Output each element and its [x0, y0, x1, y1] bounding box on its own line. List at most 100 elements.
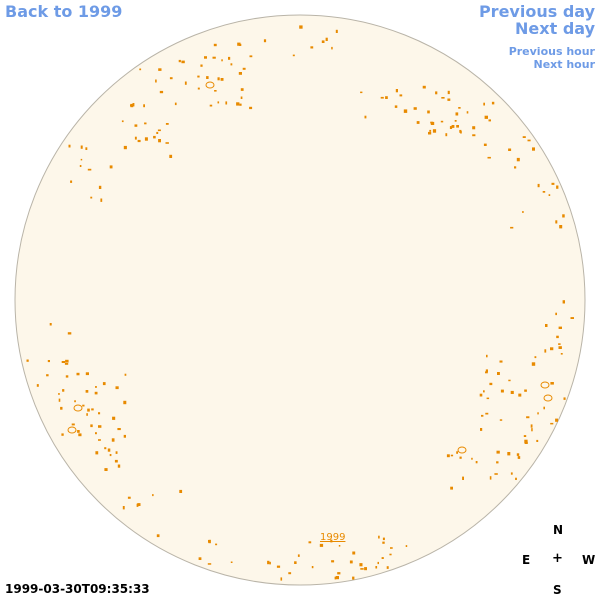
- feature-mark: [137, 139, 141, 143]
- feature-mark: [240, 96, 243, 99]
- feature-mark: [214, 90, 217, 92]
- feature-loop: [457, 446, 467, 454]
- feature-mark: [117, 428, 121, 431]
- feature-mark: [429, 129, 432, 132]
- feature-mark: [60, 406, 63, 410]
- feature-mark: [544, 349, 547, 353]
- feature-mark: [230, 561, 233, 563]
- feature-mark: [297, 554, 300, 557]
- feature-mark: [550, 382, 554, 385]
- feature-mark: [95, 432, 97, 435]
- feature-mark: [524, 389, 527, 392]
- feature-mark: [117, 464, 121, 468]
- feature-mark: [530, 424, 533, 428]
- feature-mark: [123, 145, 127, 150]
- feature-mark: [217, 77, 220, 81]
- feature-mark: [115, 451, 118, 454]
- feature-mark: [558, 346, 562, 349]
- feature-mark: [531, 428, 533, 432]
- feature-mark: [499, 360, 503, 363]
- feature-mark: [563, 397, 566, 400]
- feature-mark: [532, 147, 535, 151]
- feature-mark: [527, 139, 531, 142]
- feature-mark: [382, 537, 385, 541]
- feature-loop: [543, 394, 553, 402]
- feature-mark: [236, 102, 240, 106]
- feature-mark: [104, 468, 108, 471]
- feature-mark: [121, 120, 124, 123]
- feature-mark: [508, 148, 512, 151]
- feature-mark: [280, 577, 283, 581]
- feature-mark: [152, 494, 154, 497]
- feature-mark: [215, 543, 218, 546]
- feature-mark: [537, 183, 540, 188]
- previous-hour-link[interactable]: Previous hour: [508, 45, 595, 58]
- feature-mark: [459, 456, 462, 459]
- feature-loop: [73, 404, 83, 412]
- feature-mark: [458, 107, 461, 109]
- feature-mark: [197, 87, 200, 90]
- feature-loop: [540, 381, 550, 389]
- feature-mark: [80, 145, 83, 149]
- feature-mark: [104, 447, 107, 450]
- feature-mark: [107, 448, 111, 452]
- feature-mark: [555, 220, 558, 224]
- feature-mark: [560, 353, 563, 355]
- feature-mark: [123, 400, 127, 405]
- feature-mark: [87, 168, 92, 171]
- feature-mark: [510, 226, 514, 229]
- previous-day-link[interactable]: Previous day: [478, 2, 595, 21]
- feature-mark: [556, 335, 559, 339]
- feature-mark: [156, 131, 159, 134]
- feature-mark: [445, 133, 448, 137]
- feature-mark: [228, 56, 231, 60]
- feature-mark: [65, 375, 69, 378]
- feature-mark: [220, 78, 224, 81]
- feature-mark: [455, 112, 459, 116]
- back-to-year-link[interactable]: Back to 1999: [5, 2, 123, 21]
- feature-mark: [481, 414, 484, 417]
- feature-mark: [65, 359, 69, 363]
- feature-mark: [510, 472, 513, 475]
- feature-mark: [518, 393, 522, 397]
- feature-mark: [299, 25, 303, 29]
- feature-mark: [90, 424, 93, 428]
- feature-mark: [550, 422, 554, 425]
- next-day-link[interactable]: Next day: [515, 19, 595, 38]
- feature-mark: [249, 55, 253, 58]
- feature-mark: [517, 456, 521, 459]
- feature-mark: [111, 438, 115, 442]
- feature-mark: [430, 121, 435, 125]
- year-link[interactable]: 1999: [320, 532, 346, 543]
- feature-mark: [319, 543, 324, 547]
- feature-mark: [213, 43, 217, 47]
- feature-mark: [169, 77, 173, 80]
- feature-mark: [124, 373, 127, 376]
- feature-mark: [78, 433, 82, 437]
- feature-mark: [237, 42, 241, 46]
- feature-mark: [435, 91, 438, 95]
- feature-mark: [155, 79, 157, 83]
- feature-mark: [240, 88, 244, 91]
- feature-mark: [510, 390, 514, 394]
- feature-mark: [184, 81, 187, 85]
- feature-mark: [485, 369, 488, 373]
- feature-mark: [112, 416, 116, 420]
- feature-mark: [447, 98, 451, 101]
- feature-mark: [79, 165, 82, 167]
- feature-mark: [555, 418, 558, 422]
- feature-mark: [335, 29, 338, 33]
- feature-mark: [114, 459, 118, 463]
- feature-mark: [70, 180, 73, 183]
- feature-mark: [416, 121, 420, 124]
- feature-mark: [360, 91, 363, 94]
- feature-mark: [123, 434, 126, 438]
- next-hour-link[interactable]: Next hour: [533, 58, 596, 71]
- feature-mark: [558, 343, 561, 345]
- feature-mark: [321, 40, 325, 43]
- feature-mark: [308, 541, 312, 544]
- feature-mark: [98, 412, 101, 415]
- feature-mark: [515, 477, 517, 480]
- feature-mark: [526, 416, 530, 419]
- feature-mark: [485, 412, 489, 415]
